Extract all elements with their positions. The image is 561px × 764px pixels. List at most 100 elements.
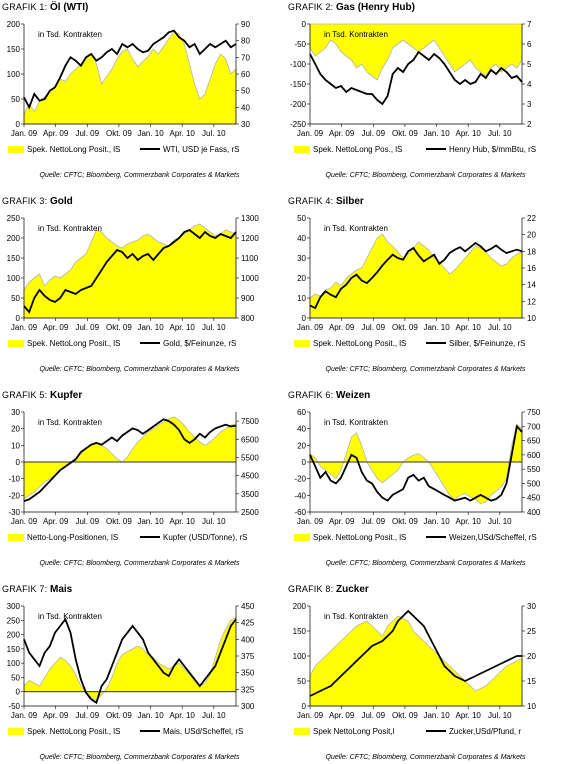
left-tick-label: -20: [8, 491, 20, 500]
legend-area-swatch: [294, 340, 310, 347]
x-tick-label: Okt. 09: [392, 323, 418, 332]
x-tick-label: Apr. 10: [456, 323, 482, 332]
x-tick-label: Apr. 09: [329, 711, 355, 720]
chart-label: GRAFIK 7:: [2, 584, 51, 594]
right-tick-label: 20: [527, 231, 536, 240]
right-tick-label: 6500: [241, 435, 259, 444]
x-tick-label: Jul. 09: [75, 517, 99, 526]
legend-line-label: Kupfer (USD/Tonne), rS: [163, 533, 247, 542]
right-tick-label: 15: [527, 677, 536, 686]
right-tick-label: 500: [527, 479, 541, 488]
right-tick-label: 50: [241, 87, 250, 96]
right-tick-label: 650: [527, 437, 541, 446]
x-tick-label: Apr. 10: [456, 517, 482, 526]
chart-label: GRAFIK 1:: [2, 2, 51, 12]
right-tick-label: 40: [241, 103, 250, 112]
x-tick-label: Okt. 09: [106, 323, 132, 332]
x-tick-label: Apr. 10: [170, 517, 196, 526]
left-tick-label: 0: [16, 120, 21, 129]
chart-label: GRAFIK 3:: [2, 196, 51, 206]
right-tick-label: 425: [241, 619, 255, 628]
line-series: [309, 424, 523, 502]
x-tick-label: Jan. 09: [297, 323, 324, 332]
right-tick-label: 600: [527, 451, 541, 460]
left-tick-label: -50: [8, 702, 20, 711]
chart-title: GRAFIK 7: Mais: [2, 584, 72, 595]
left-tick-label: 250: [7, 616, 21, 625]
chart-title: GRAFIK 2: Gas (Henry Hub): [288, 2, 415, 13]
chart-panel-2: GRAFIK 2: Gas (Henry Hub) 0 -50 -100 -150 -20…: [288, 2, 561, 192]
chart-name: Kupfer: [50, 390, 83, 401]
left-tick-label: 60: [297, 408, 306, 417]
line-series: [23, 617, 237, 705]
left-tick-label: 150: [293, 627, 307, 636]
left-tick-label: 0: [302, 20, 307, 29]
right-tick-label: 450: [241, 602, 255, 611]
right-tick-label: 18: [527, 247, 536, 256]
right-tick-label: 700: [527, 422, 541, 431]
right-tick-label: 350: [241, 669, 255, 678]
x-tick-label: Apr. 10: [170, 711, 196, 720]
x-tick-label: Jan. 09: [11, 517, 38, 526]
legend-line-label: Weizen,USd/Scheffel, rS: [449, 533, 537, 542]
x-tick-label: Apr. 09: [43, 517, 69, 526]
chart-title: GRAFIK 1: Öl (WTI): [2, 2, 88, 13]
right-tick-label: 10: [527, 702, 536, 711]
x-tick-label: Jul. 09: [361, 517, 385, 526]
chart-label: GRAFIK 6:: [288, 390, 337, 400]
right-tick-label: 20: [527, 652, 536, 661]
legend-line-label: Gold, $/Feinunze, rS: [163, 339, 236, 348]
left-tick-label: 200: [7, 20, 21, 29]
left-tick-label: -150: [290, 80, 307, 89]
left-tick-label: 0: [16, 314, 21, 323]
x-tick-label: Jul. 09: [75, 711, 99, 720]
x-tick-label: Jul. 09: [75, 129, 99, 138]
chart-name: Weizen: [336, 390, 371, 401]
right-tick-label: 1200: [241, 234, 259, 243]
right-tick-label: 400: [527, 508, 541, 517]
left-tick-label: 0: [302, 702, 307, 711]
right-tick-label: 400: [241, 635, 255, 644]
left-tick-label: 200: [7, 234, 21, 243]
area-series: [309, 615, 523, 707]
left-tick-label: -40: [294, 491, 306, 500]
line-series: [23, 418, 237, 502]
x-tick-label: Jan. 09: [11, 129, 38, 138]
right-tick-label: 450: [527, 494, 541, 503]
right-tick-label: 1100: [241, 254, 259, 263]
legend-line-label: Silber, $/Feinunze, rS: [449, 339, 525, 348]
x-tick-label: Jan. 10: [423, 711, 450, 720]
x-tick-label: Jul. 10: [488, 323, 512, 332]
chart-label: GRAFIK 4:: [288, 196, 337, 206]
right-tick-label: 30: [241, 120, 250, 129]
right-tick-label: 5: [527, 60, 532, 69]
left-tick-label: 0: [16, 688, 21, 697]
left-tick-label: 0: [302, 314, 307, 323]
legend-area-swatch: [294, 728, 310, 735]
chart-label: GRAFIK 5:: [2, 390, 51, 400]
x-tick-label: Jan. 10: [423, 129, 450, 138]
chart-svg: 0 -50 -100 -150 -200 -250 2 3 4 5 6 7 Jan. 09 Apr. 09…: [290, 20, 536, 154]
legend-area-label: Spek NettoLong Posit,l: [313, 727, 395, 736]
x-tick-label: Apr. 09: [43, 711, 69, 720]
left-tick-label: -30: [8, 508, 20, 517]
chart-panel-3: GRAFIK 3: Gold 0 50 100 150 200 250 800 900 1000 1…: [2, 196, 277, 386]
legend-line-label: Zucker,USd/Pfund, r: [449, 727, 521, 736]
left-tick-label: 50: [297, 214, 306, 223]
area-series: [309, 233, 523, 319]
chart-note: in Tsd. Kontrakten: [324, 418, 388, 427]
right-tick-label: 300: [241, 702, 255, 711]
right-tick-label: 6: [527, 40, 532, 49]
x-tick-label: Jan. 10: [137, 517, 164, 526]
x-tick-label: Jul. 10: [488, 129, 512, 138]
left-tick-label: 100: [7, 70, 21, 79]
left-tick-label: 20: [11, 425, 20, 434]
x-tick-label: Jul. 10: [202, 517, 226, 526]
left-tick-label: 40: [297, 425, 306, 434]
x-tick-label: Jul. 10: [488, 711, 512, 720]
left-tick-label: 20: [297, 441, 306, 450]
area-series: [23, 616, 237, 701]
chart-svg: 0 50 100 150 200 10 15 20 25 30 Jan. 09 Apr. 09 Jul.…: [293, 602, 537, 736]
x-tick-label: Jul. 09: [361, 711, 385, 720]
x-tick-label: Jul. 10: [488, 517, 512, 526]
